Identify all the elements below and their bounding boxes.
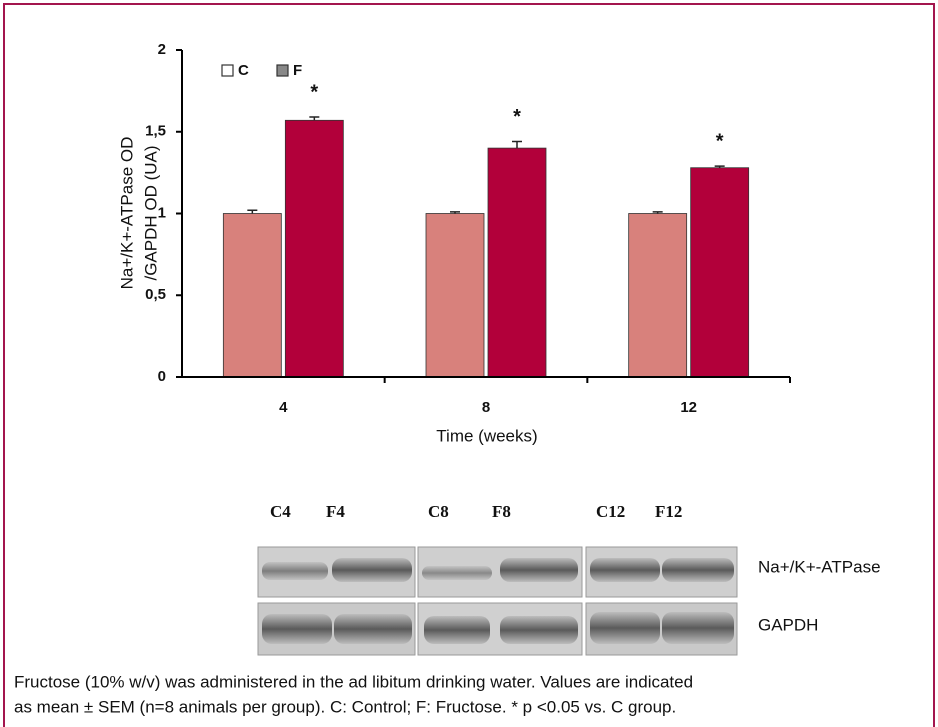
bar — [223, 214, 281, 378]
annotation: * — [310, 81, 318, 103]
annotation: * — [513, 106, 521, 128]
lane-label: F12 — [655, 502, 682, 521]
blot-band — [590, 558, 660, 582]
blot — [258, 547, 737, 655]
y-tick-label: 1,5 — [145, 123, 166, 140]
lane-label: F8 — [492, 502, 511, 521]
lane-label: C4 — [270, 502, 291, 521]
blot-band — [334, 614, 412, 644]
figure: Na+/K+-ATPase OD /GAPDH OD (UA) Time (we… — [0, 0, 938, 727]
blot-band — [662, 612, 734, 644]
lane-label: C12 — [596, 502, 625, 521]
blot-band — [590, 612, 660, 644]
x-tick-label: 8 — [482, 399, 490, 416]
x-tick-label: 4 — [279, 399, 288, 416]
y-tick-label: 0 — [158, 368, 166, 385]
legend-label: F — [293, 62, 302, 79]
blot-band — [662, 558, 734, 582]
y-tick-label: 2 — [158, 41, 166, 58]
bar — [629, 214, 687, 378]
x-label: Time (weeks) — [436, 426, 537, 445]
blot-band — [424, 616, 490, 644]
bar — [488, 148, 546, 377]
error-bar — [247, 210, 257, 213]
bar — [691, 168, 749, 377]
blot-band — [262, 562, 328, 580]
page: Na+/K+-ATPase OD /GAPDH OD (UA) Time (we… — [0, 0, 938, 727]
lane-label: F4 — [326, 502, 345, 521]
annotation: * — [716, 130, 724, 152]
bar — [426, 214, 484, 378]
blot-band — [262, 614, 332, 644]
blot-band — [500, 558, 578, 582]
row-label: GAPDH — [758, 615, 818, 634]
error-bar — [512, 142, 522, 149]
legend-swatch — [222, 65, 233, 76]
x-tick-label: 12 — [680, 399, 697, 416]
y-label: Na+/K+-ATPase OD — [117, 137, 136, 290]
caption: as mean ± SEM (n=8 animals per group). C… — [14, 697, 676, 716]
blot-band — [422, 566, 492, 580]
caption: Fructose (10% w/v) was administered in t… — [14, 672, 693, 691]
row-label: Na+/K+-ATPase — [758, 557, 881, 576]
y-tick-label: 1 — [158, 204, 166, 221]
blot-band — [332, 558, 412, 582]
y-tick-label: 0,5 — [145, 286, 166, 303]
bar — [285, 120, 343, 377]
blot-band — [500, 616, 578, 644]
legend-swatch — [277, 65, 288, 76]
legend-label: C — [238, 62, 249, 79]
error-bar — [309, 117, 319, 120]
lane-label: C8 — [428, 502, 449, 521]
